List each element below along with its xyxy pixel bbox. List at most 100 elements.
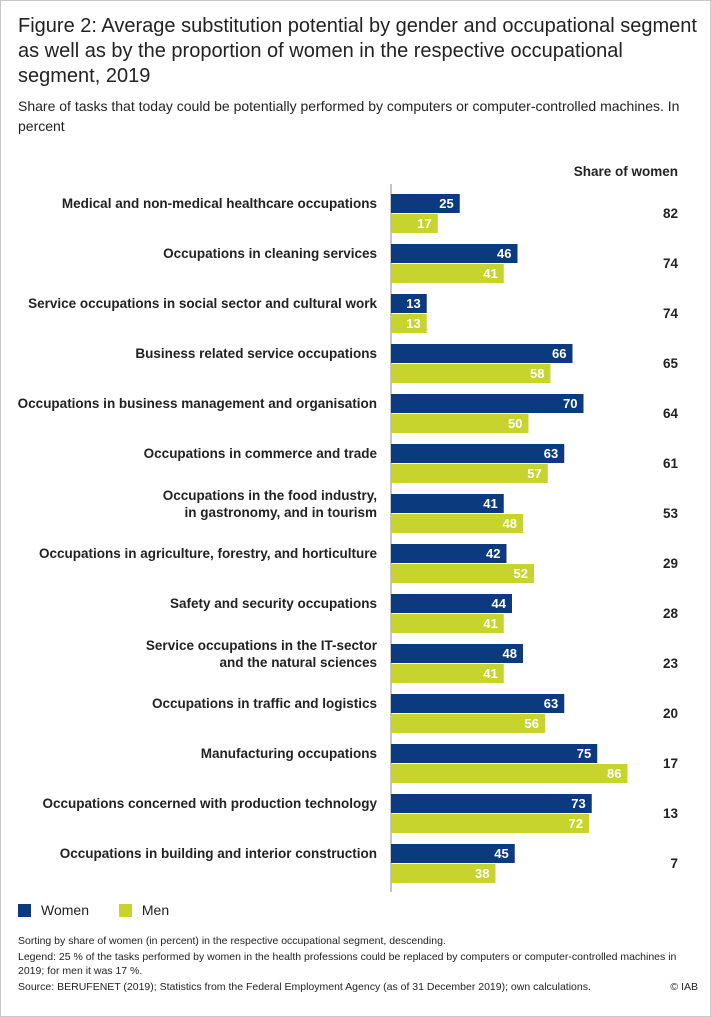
share-of-women-value: 74 <box>663 256 679 271</box>
legend-note: Legend: 25 % of the tasks performed by w… <box>18 951 677 977</box>
category-label: Occupations in agriculture, forestry, an… <box>39 546 378 561</box>
bar-men <box>391 564 534 583</box>
legend-swatch-men <box>118 903 132 917</box>
data-label-men: 17 <box>417 216 431 231</box>
legend-label-women: Women <box>41 902 89 918</box>
data-label-women: 42 <box>486 546 500 561</box>
data-label-men: 72 <box>569 816 583 831</box>
bar-women <box>391 844 515 863</box>
share-of-women-value: 82 <box>663 206 678 221</box>
chart-title: Figure 2: Average substitution potential… <box>18 15 697 87</box>
share-of-women-value: 64 <box>663 406 679 421</box>
category-label: Occupations in cleaning services <box>163 246 377 261</box>
share-of-women-value: 53 <box>663 506 679 521</box>
share-of-women-value: 61 <box>663 456 679 471</box>
footnotes: Sorting by share of women (in percent) i… <box>18 934 698 994</box>
bar-women <box>391 294 427 313</box>
bar-men <box>391 664 504 683</box>
data-label-women: 48 <box>503 646 517 661</box>
bar-men <box>391 314 427 333</box>
chart-subtitle: Share of tasks that today could be poten… <box>18 98 680 134</box>
category-label: Medical and non-medical healthcare occup… <box>62 196 377 211</box>
data-label-women: 66 <box>552 346 566 361</box>
bar-women <box>391 344 573 363</box>
data-label-women: 25 <box>439 196 453 211</box>
legend-label-men: Men <box>141 902 170 918</box>
share-of-women-value: 17 <box>663 756 678 771</box>
bar-women <box>391 694 565 713</box>
bar-women <box>391 244 518 263</box>
share-of-women-value: 74 <box>663 306 679 321</box>
category-label: Occupations in commerce and trade <box>144 446 378 461</box>
legend-swatch-women <box>18 903 31 917</box>
bar-women <box>391 744 598 763</box>
category-label: Occupations concerned with production te… <box>42 796 377 811</box>
data-label-men: 58 <box>530 366 544 381</box>
data-label-women: 73 <box>571 796 585 811</box>
bar-men <box>391 864 496 883</box>
data-label-women: 70 <box>563 396 577 411</box>
source-note: Source: BERUFENET (2019); Statistics fro… <box>18 981 591 993</box>
legend-item-women: Women <box>18 902 89 918</box>
bar-men <box>391 814 589 833</box>
bar-men <box>391 214 438 233</box>
data-label-men: 57 <box>527 466 541 481</box>
category-label: Manufacturing occupations <box>201 746 377 761</box>
share-of-women-value: 23 <box>663 656 679 671</box>
bar-men <box>391 764 628 783</box>
legend-item-men: Men <box>118 902 170 918</box>
source-row: Source: BERUFENET (2019); Statistics fro… <box>18 980 698 994</box>
data-label-men: 52 <box>514 566 528 581</box>
data-label-men: 41 <box>483 266 497 281</box>
data-label-men: 56 <box>525 716 539 731</box>
data-label-women: 13 <box>406 296 420 311</box>
sorting-note: Sorting by share of women (in percent) i… <box>18 935 446 947</box>
category-label: Occupations in building and interior con… <box>60 846 377 861</box>
share-of-women-value: 7 <box>670 856 678 871</box>
data-label-men: 41 <box>483 666 497 681</box>
data-label-women: 41 <box>483 496 497 511</box>
bar-women <box>391 494 504 513</box>
bar-men <box>391 414 529 433</box>
bar-men <box>391 364 551 383</box>
category-label: Safety and security occupations <box>170 596 377 611</box>
bar-men <box>391 514 523 533</box>
data-label-women: 75 <box>577 746 591 761</box>
bar-women <box>391 444 565 463</box>
bar-women <box>391 394 584 413</box>
bar-women <box>391 794 592 813</box>
data-label-women: 44 <box>492 596 507 611</box>
data-label-men: 13 <box>406 316 420 331</box>
category-label: Occupations in the food industry, in gast… <box>163 488 377 520</box>
share-of-women-value: 28 <box>663 606 679 621</box>
bar-women <box>391 644 523 663</box>
share-of-women-value: 29 <box>663 556 678 571</box>
category-label: Occupations in business management and o… <box>18 396 377 411</box>
share-of-women-header: Share of women <box>573 164 678 179</box>
data-label-men: 38 <box>475 866 489 881</box>
data-label-men: 41 <box>483 616 497 631</box>
data-label-women: 45 <box>494 846 508 861</box>
data-label-men: 50 <box>508 416 522 431</box>
bar-men <box>391 264 504 283</box>
data-label-women: 46 <box>497 246 511 261</box>
share-of-women-value: 65 <box>663 356 679 371</box>
bar-women <box>391 194 460 213</box>
category-label: Business related service occupations <box>135 346 377 361</box>
data-label-women: 63 <box>544 446 558 461</box>
category-label: Occupations in traffic and logistics <box>152 696 377 711</box>
data-label-women: 63 <box>544 696 558 711</box>
bar-women <box>391 594 512 613</box>
copyright: © IAB <box>670 981 698 993</box>
bar-men <box>391 714 545 733</box>
bar-men <box>391 614 504 633</box>
share-of-women-value: 20 <box>663 706 678 721</box>
bar-women <box>391 544 507 563</box>
data-label-men: 48 <box>503 516 517 531</box>
bar-men <box>391 464 548 483</box>
category-label: Service occupations in the IT-sector and … <box>146 638 378 670</box>
data-label-men: 86 <box>607 766 621 781</box>
category-label: Service occupations in social sector and… <box>28 296 377 311</box>
share-of-women-value: 13 <box>663 806 679 821</box>
